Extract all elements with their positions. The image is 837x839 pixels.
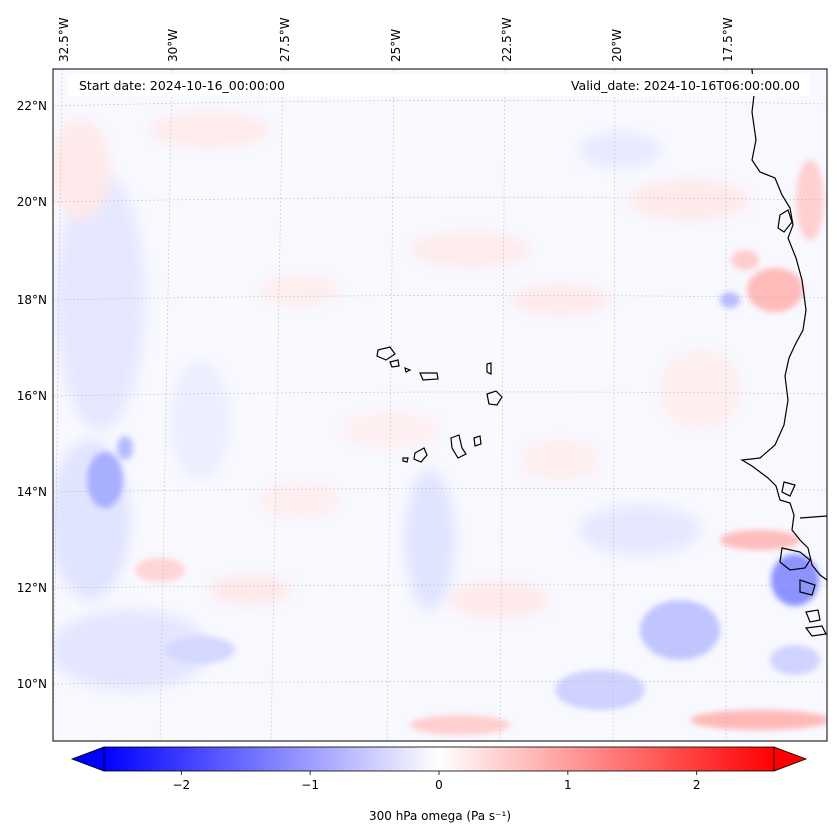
valid-date-label: Valid_date: 2024-10-16T06:00:00.00 xyxy=(571,78,800,93)
colorbar-tick-label: 1 xyxy=(564,778,572,792)
colorbar-tick-label: 0 xyxy=(435,778,443,792)
lon-label-17.5w: 17.5°W xyxy=(721,17,735,62)
colorbar-left-arrow xyxy=(70,746,105,772)
colorbar-tick-label: −1 xyxy=(301,778,319,792)
latitude-labels: 22°N 20°N 18°N 16°N 14°N 12°N 10°N xyxy=(17,99,47,691)
colorbar-right-arrow xyxy=(773,746,808,772)
start-date-label: Start date: 2024-10-16_00:00:00 xyxy=(79,78,285,93)
colorbar-gradient xyxy=(103,746,775,772)
header-bar xyxy=(68,74,810,96)
lon-label-20w: 20°W xyxy=(610,29,624,62)
lat-label-14n: 14°N xyxy=(17,485,47,499)
lat-label-10n: 10°N xyxy=(17,677,47,691)
lon-label-30w: 30°W xyxy=(166,29,180,62)
colorbar-tick-label: 2 xyxy=(693,778,701,792)
cape-verde-islands xyxy=(376,346,503,463)
omega-field xyxy=(53,69,827,741)
lat-label-18n: 18°N xyxy=(17,293,47,307)
lat-label-20n: 20°N xyxy=(17,195,47,209)
map-frame xyxy=(52,68,828,742)
lon-label-25w: 25°W xyxy=(389,29,403,62)
graticule xyxy=(53,69,827,741)
colorbar-label: 300 hPa omega (Pa s⁻¹) xyxy=(369,809,511,823)
colorbar-tick-label: −2 xyxy=(172,778,190,792)
longitude-labels: 32.5°W 30°W 27.5°W 25°W 22.5°W 20°W 17.5… xyxy=(57,17,735,62)
colorbar-ticks: −2 −1 0 1 2 xyxy=(172,771,701,792)
colorbar: −2 −1 0 1 2 300 hPa omega (Pa s⁻¹) xyxy=(70,746,808,823)
lon-label-32.5w: 32.5°W xyxy=(57,17,71,62)
lon-label-27.5w: 27.5°W xyxy=(278,17,292,62)
lat-label-12n: 12°N xyxy=(17,581,47,595)
lon-label-22.5w: 22.5°W xyxy=(500,17,514,62)
coastline xyxy=(740,69,827,637)
map-panel xyxy=(52,68,828,742)
lat-label-16n: 16°N xyxy=(17,389,47,403)
lat-label-22n: 22°N xyxy=(17,99,47,113)
